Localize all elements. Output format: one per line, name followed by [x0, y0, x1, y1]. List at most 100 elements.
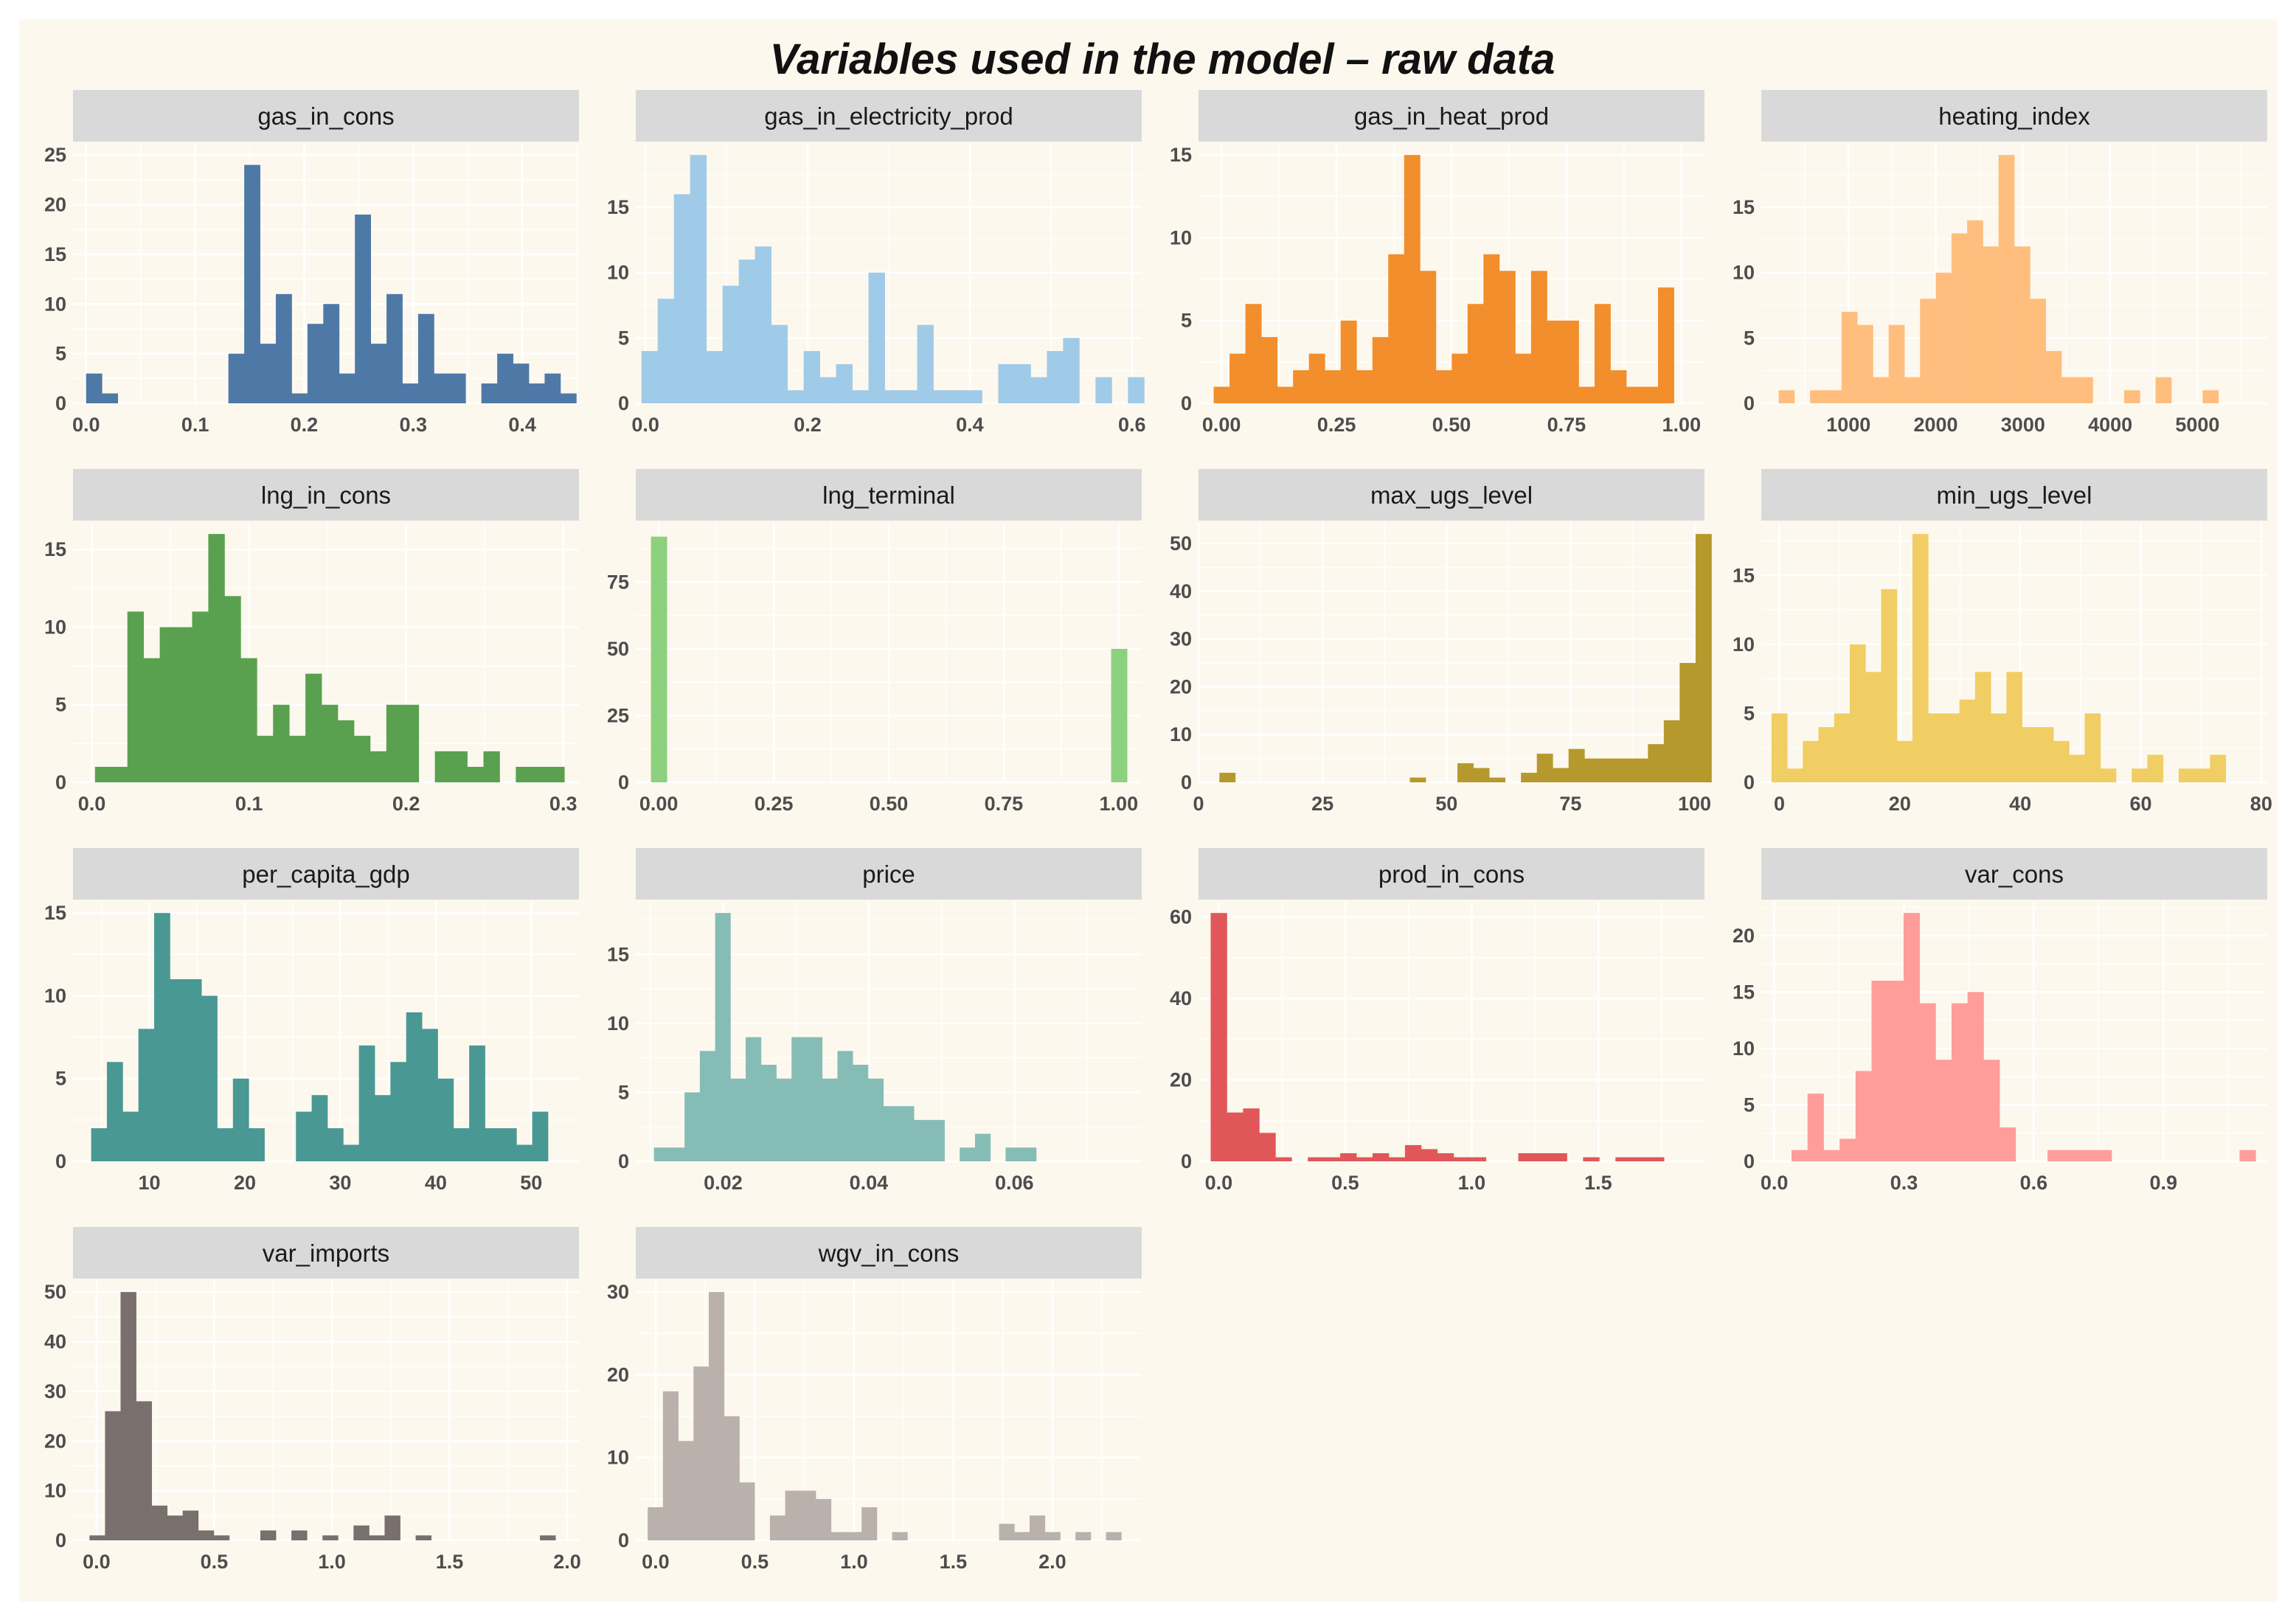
histogram-bar [1437, 1153, 1454, 1161]
histogram-bar [1499, 271, 1516, 403]
histogram-bar [2095, 1150, 2112, 1161]
x-tick-label: 0.0 [642, 1551, 670, 1573]
facet-strip-label: per_capita_gdp [242, 861, 410, 888]
histogram-bar [965, 390, 982, 403]
x-tick-label: 1.0 [1458, 1172, 1486, 1194]
histogram-bar [738, 259, 756, 403]
facet-panel-max_ugs_level: max_ugs_level 0 25 50 75 100 0 10 20 30 40 50 [1170, 469, 1712, 815]
histogram-bar [1457, 763, 1474, 782]
histogram-bar [1047, 351, 1064, 403]
x-tick-label: 0.0 [78, 793, 106, 815]
histogram-bar [1021, 1147, 1037, 1161]
y-tick-label: 20 [1170, 1069, 1192, 1091]
y-tick-label: 5 [55, 1068, 66, 1090]
histogram-bar [516, 1144, 533, 1161]
histogram-bar [1547, 320, 1564, 403]
x-tick-label: 5000 [2175, 414, 2219, 436]
histogram-bar [1435, 370, 1452, 403]
histogram-bar [1521, 773, 1538, 782]
facet-strip-label: gas_in_electricity_prod [764, 102, 1013, 130]
facet-strip [636, 90, 1142, 142]
histogram-bar [1928, 713, 1944, 782]
y-tick-label: 5 [618, 327, 629, 349]
histogram-bar [469, 1045, 485, 1161]
facet-strip-label: min_ugs_level [1937, 482, 2092, 509]
facet-strip [636, 1227, 1142, 1279]
histogram-bar [803, 351, 820, 403]
y-tick-label: 10 [1733, 1037, 1755, 1060]
histogram-bar [384, 1515, 400, 1540]
facet-strip [636, 848, 1142, 900]
histogram-bar [1005, 1147, 1022, 1161]
histogram-bar [1841, 311, 1858, 403]
y-tick-label: 40 [1170, 580, 1192, 602]
facet-panel-wgv_in_cons: wgv_in_cons 0.0 0.5 1.0 1.5 2.0 0 10 20 30 [607, 1227, 1142, 1573]
histogram-bar [86, 373, 103, 403]
x-tick-label: 1.5 [436, 1551, 464, 1573]
histogram-bar [291, 393, 308, 403]
histogram-bar [1839, 1138, 1856, 1161]
histogram-bar [1903, 913, 1920, 1161]
x-tick-label: 0.2 [392, 793, 420, 815]
histogram-bar [1600, 758, 1617, 782]
histogram-bar [1857, 324, 1873, 403]
y-tick-label: 15 [44, 902, 66, 924]
x-tick-label: 1.5 [940, 1551, 968, 1573]
histogram-bar [2000, 1127, 2016, 1161]
histogram-bar [901, 390, 918, 403]
facet-strip [1199, 469, 1704, 521]
histogram-bar [853, 1065, 869, 1161]
histogram-bar [343, 1144, 360, 1161]
histogram-bar [648, 1507, 664, 1540]
histogram-bar [213, 1535, 230, 1540]
histogram-bar [1243, 1108, 1260, 1161]
histogram-bar [337, 720, 355, 782]
x-tick-label: 0.0 [83, 1551, 111, 1573]
histogram-bar [1044, 1532, 1061, 1540]
facet-strip [73, 469, 579, 521]
histogram-bar [483, 751, 500, 782]
histogram-bar [322, 704, 339, 782]
histogram-bar [684, 1092, 701, 1161]
histogram-bar [102, 393, 119, 403]
x-tick-label: 25 [1311, 793, 1333, 815]
histogram-bar [1404, 155, 1421, 403]
histogram-bar [868, 272, 885, 403]
histogram-bar [867, 1078, 884, 1161]
histogram-bar [1679, 663, 1696, 782]
histogram-bar [2202, 390, 2219, 403]
histogram-bar [453, 1128, 470, 1161]
histogram-bar [198, 1530, 215, 1540]
histogram-bar [2132, 768, 2148, 782]
histogram-bar [406, 1012, 423, 1161]
y-tick-label: 10 [1733, 262, 1755, 284]
histogram-bar [127, 611, 145, 782]
y-tick-label: 40 [44, 1331, 66, 1353]
histogram-bar [273, 704, 290, 782]
histogram-bar [1935, 1060, 1952, 1161]
histogram-bar [111, 766, 128, 782]
histogram-bar [2006, 672, 2023, 782]
y-tick-label: 30 [1170, 628, 1192, 650]
x-tick-label: 0.5 [741, 1551, 769, 1573]
histogram-bar [1943, 713, 1960, 782]
histogram-bar [673, 194, 691, 403]
x-tick-label: 0.00 [639, 793, 679, 815]
histogram-bar [2037, 727, 2054, 782]
histogram-bar [1308, 1157, 1325, 1161]
histogram-bar [699, 1051, 715, 1161]
histogram-bar [1536, 754, 1553, 782]
facet-strip [636, 469, 1142, 521]
histogram-bar [1229, 353, 1246, 403]
histogram-bar [1983, 1060, 2000, 1161]
facet-strip-label: max_ugs_level [1370, 482, 1533, 509]
histogram-bar [105, 1411, 121, 1540]
histogram-bar [830, 1532, 847, 1540]
histogram-bar [1967, 220, 1983, 403]
x-tick-label: 0.2 [794, 414, 822, 436]
y-tick-label: 75 [607, 571, 629, 593]
histogram-bar [2022, 727, 2039, 782]
histogram-bar [353, 1525, 370, 1540]
histogram-bar [785, 1490, 801, 1540]
histogram-bar [1610, 370, 1627, 403]
